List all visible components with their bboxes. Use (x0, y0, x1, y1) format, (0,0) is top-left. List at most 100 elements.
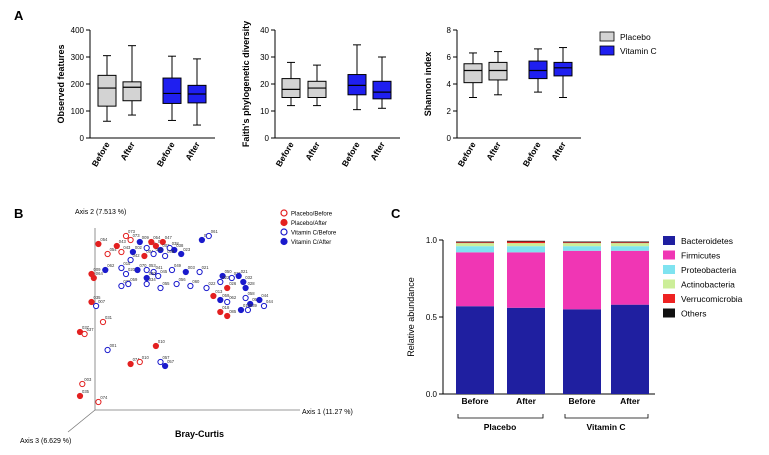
scatter-point-label: 003 (84, 377, 92, 382)
scatter-point (217, 296, 224, 304)
scatter-point (162, 362, 169, 370)
scatter-point (228, 274, 235, 282)
scatter-point (125, 280, 132, 288)
scatter-point-label: 041 (156, 265, 164, 270)
scatter-point-label: 053 (149, 263, 157, 268)
scatter-point (235, 272, 242, 280)
scatter-point (217, 308, 224, 316)
scatter-point-label: 074 (133, 357, 141, 362)
y-tick-label: 300 (71, 53, 85, 62)
scatter-point-label: 003 (163, 243, 171, 248)
x-category-label: After (620, 396, 641, 406)
scatter-point (198, 236, 205, 244)
scatter-point (242, 294, 249, 302)
scatter-point (79, 380, 86, 388)
scatter-point-label: 015 (123, 261, 131, 266)
scatter-point-label: 045 (160, 269, 168, 274)
scatter-point (122, 232, 130, 240)
scatter-point (210, 292, 217, 300)
x-category-label: After (183, 139, 202, 162)
scatter-point (224, 284, 231, 292)
x-category-label: Before (456, 140, 478, 169)
axis-3-line (67, 409, 96, 433)
stacked-bar-segment (507, 307, 545, 394)
y-tick-label: 400 (71, 26, 85, 35)
scatter-point (162, 252, 169, 260)
scatter-point (168, 266, 176, 274)
box-body (372, 80, 392, 100)
stacked-bar-segment (507, 252, 545, 308)
group-label-placebo: Placebo (484, 422, 517, 432)
scatter-point (76, 392, 84, 400)
scatter-point-label: 022 (222, 275, 230, 280)
scatter-point (104, 250, 111, 258)
scatter-point (95, 398, 102, 406)
scatter-point-label: 057 (163, 355, 171, 360)
scatter-point-label: 018 (222, 305, 230, 310)
scatter-point-label: 055 (163, 281, 171, 286)
scatter-point (157, 284, 164, 292)
legend-swatch (599, 31, 615, 42)
y-tick-label: 8 (447, 26, 452, 35)
scatter-point-label: 035 (94, 295, 102, 300)
scatter-point-label: 004 (146, 249, 154, 254)
scatter-legend-marker (280, 218, 288, 227)
scatter-point-label: 073 (133, 233, 141, 238)
box-body (463, 63, 483, 84)
box-plot-faith-pd: 0 10 20 30 40 Faith's phylogenetic diversity B… (241, 21, 400, 168)
scatter-point-label: 073 (128, 229, 136, 234)
scatter-point-label: 032 (245, 275, 253, 280)
scatter-point-label: 023 (183, 247, 191, 252)
stacked-bar-segment (563, 246, 601, 251)
scatter-point (102, 266, 109, 274)
box-plot-shannon: 0 2 4 6 8 Shannon index Before After Before After… (423, 26, 657, 168)
x-category-label: After (368, 139, 387, 162)
scatter-legend-marker (280, 209, 288, 217)
scatter-point-label: 042 (133, 253, 141, 258)
stacked-bar-chart: 0.0 0.5 1.0 Relative abundance Before After Be… (406, 236, 743, 432)
scatter-point-label: 026 (229, 281, 237, 286)
y-tick-label: 10 (260, 107, 269, 116)
stacked-bar-segment (611, 250, 649, 305)
legend-label: Proteobacteria (681, 265, 737, 275)
box-body (122, 81, 142, 102)
scatter-point (150, 250, 157, 258)
y-tick-label: 100 (71, 107, 85, 116)
stacked-bar-segment (611, 304, 649, 394)
scatter-point (134, 266, 141, 274)
scatter-point (237, 306, 245, 314)
group-bracket-placebo (457, 414, 544, 419)
y-tick-label: 20 (260, 80, 269, 89)
group-bracket-vitaminc (564, 414, 649, 419)
scatter-point (240, 278, 247, 286)
scatter-point-label: 007 (98, 299, 106, 304)
x-category-label: After (484, 139, 503, 162)
scatter-point (99, 318, 107, 326)
y-tick-label: 40 (260, 26, 269, 35)
scatter-point (205, 232, 212, 240)
scatter-point-label: 059 (130, 277, 138, 282)
scatter-point-label: 062 (107, 263, 115, 268)
scatter-point (88, 298, 95, 306)
scatter-point-label: 054 (100, 237, 108, 242)
y-axis-label: Shannon index (423, 52, 433, 117)
legend-swatch (663, 308, 675, 318)
scatter-point (196, 268, 203, 276)
legend-swatch (663, 265, 675, 274)
x-category-label: After (516, 396, 537, 406)
scatter-point (104, 346, 111, 354)
scatter-point-label: 043 (123, 245, 131, 250)
scatter-point-label: 062 (229, 295, 237, 300)
scatter-legend-label: Vitamin C/After (291, 240, 331, 246)
stacked-bar-segment (456, 252, 494, 307)
scatter-legend-label: Placebo/Before (291, 212, 333, 218)
scatter-legend-marker (280, 228, 288, 236)
scatter-point (127, 360, 134, 368)
scatter-point (260, 302, 268, 310)
y-tick-label: 0.5 (426, 313, 438, 322)
y-tick-label: 1.0 (426, 236, 438, 245)
scatter-point-label: 016 (243, 303, 251, 308)
x-category-label: Before (340, 140, 362, 169)
scatter-point (118, 248, 125, 256)
x-category-label: Before (521, 140, 543, 169)
